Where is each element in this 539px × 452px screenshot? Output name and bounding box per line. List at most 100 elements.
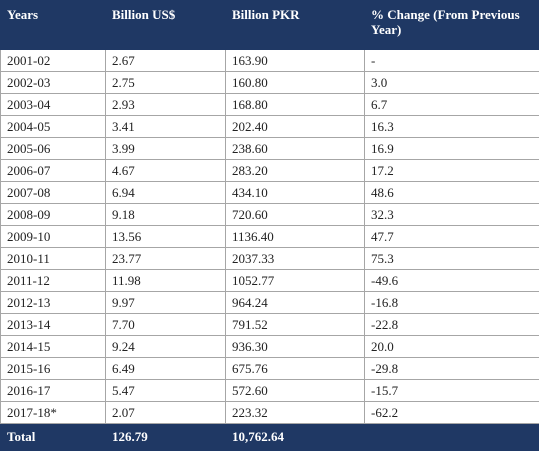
table-cell: 3.0 [364,71,539,94]
table-cell: 223.32 [225,401,365,424]
table-row: 2006-07 4.67 283.20 17.2 [0,159,539,182]
table-cell: 720.60 [225,203,365,226]
table-cell: 11.98 [105,269,226,292]
table-row: 2013-14 7.70 791.52 -22.8 [0,313,539,336]
table-cell: 572.60 [225,379,365,402]
table-cell: 48.6 [364,181,539,204]
table-footer: Total 126.79 10,762.64 [0,423,539,451]
table-cell: 2014-15 [0,335,106,358]
header-cell: Billion PKR [225,0,365,50]
table-body: 2001-02 2.67 163.90-2002-03 2.75 160.80 3.0 20… [0,49,539,424]
header-row: Years Billion US$ Billion PKR % Change (… [0,0,539,50]
table-cell: 2037.33 [225,247,365,270]
table-cell: 1052.77 [225,269,365,292]
table-cell: 2012-13 [0,291,106,314]
table-cell: -16.8 [364,291,539,314]
table-cell: 3.41 [105,115,226,138]
table-cell: 2002-03 [0,71,106,94]
table-cell: 2011-12 [0,269,106,292]
total-cell: Total [0,423,106,451]
table-row: 2007-08 6.94 434.10 48.6 [0,181,539,204]
table-cell: 936.30 [225,335,365,358]
table-cell: 20.0 [364,335,539,358]
table-cell: 9.97 [105,291,226,314]
total-cell [364,423,539,451]
table-cell: 16.9 [364,137,539,160]
table-cell: 1136.40 [225,225,365,248]
table-cell: 75.3 [364,247,539,270]
table-cell: 675.76 [225,357,365,380]
table-cell: -29.8 [364,357,539,380]
table-cell: 2005-06 [0,137,106,160]
table-cell: 202.40 [225,115,365,138]
header-cell: Billion US$ [105,0,226,50]
table-cell: 2009-10 [0,225,106,248]
table-cell: 9.24 [105,335,226,358]
table-cell: 7.70 [105,313,226,336]
table-cell: 2010-11 [0,247,106,270]
table-cell: 2001-02 [0,49,106,72]
table-cell: 6.7 [364,93,539,116]
table-row: 2017-18* 2.07 223.32 -62.2 [0,401,539,424]
table-cell: -22.8 [364,313,539,336]
table-cell: 2006-07 [0,159,106,182]
table-cell: 2008-09 [0,203,106,226]
table-header: Years Billion US$ Billion PKR % Change (… [0,0,539,50]
table-cell: 434.10 [225,181,365,204]
table-row: 2010-11 23.77 2037.33 75.3 [0,247,539,270]
header-cell: % Change (From Previous Year) [364,0,539,50]
table-row: 2003-04 2.93 168.80 6.7 [0,93,539,116]
table-cell: 23.77 [105,247,226,270]
table-row: 2002-03 2.75 160.80 3.0 [0,71,539,94]
table-cell: 2017-18* [0,401,106,424]
table-cell: 283.20 [225,159,365,182]
table-row: 2004-05 3.41 202.40 16.3 [0,115,539,138]
table-row: 2016-17 5.47 572.60 -15.7 [0,379,539,402]
table-cell: 2013-14 [0,313,106,336]
table-cell: 3.99 [105,137,226,160]
table-cell: 2007-08 [0,181,106,204]
table-cell: 17.2 [364,159,539,182]
table-cell: -49.6 [364,269,539,292]
table-cell: 2004-05 [0,115,106,138]
table-cell: 160.80 [225,71,365,94]
table-cell: 2.75 [105,71,226,94]
table-cell: 13.56 [105,225,226,248]
table-row: 2009-10 13.56 1136.40 47.7 [0,225,539,248]
total-cell: 10,762.64 [225,423,365,451]
table-cell: 2015-16 [0,357,106,380]
table-cell: 2003-04 [0,93,106,116]
table-cell: 964.24 [225,291,365,314]
table-cell: 2016-17 [0,379,106,402]
table-row: 2012-13 9.97 964.24 -16.8 [0,291,539,314]
table-cell: 163.90 [225,49,365,72]
table-cell: 2.93 [105,93,226,116]
table-cell: 32.3 [364,203,539,226]
table-cell: 9.18 [105,203,226,226]
table-cell: - [364,49,539,72]
total-row: Total 126.79 10,762.64 [0,423,539,451]
table-cell: 47.7 [364,225,539,248]
table-cell: -15.7 [364,379,539,402]
table-row: 2005-06 3.99 238.60 16.9 [0,137,539,160]
table-row: 2014-15 9.24 936.30 20.0 [0,335,539,358]
table-cell: 238.60 [225,137,365,160]
table-cell: 4.67 [105,159,226,182]
table-row: 2008-09 9.18 720.60 32.3 [0,203,539,226]
header-cell: Years [0,0,106,50]
table-cell: 791.52 [225,313,365,336]
table-cell: 2.67 [105,49,226,72]
table-row: 2015-16 6.49 675.76 -29.8 [0,357,539,380]
table-cell: 168.80 [225,93,365,116]
table-cell: 2.07 [105,401,226,424]
total-cell: 126.79 [105,423,226,451]
table-cell: 6.49 [105,357,226,380]
table-cell: -62.2 [364,401,539,424]
table-cell: 5.47 [105,379,226,402]
table-row: 2011-12 11.98 1052.77 -49.6 [0,269,539,292]
table-cell: 6.94 [105,181,226,204]
table-cell: 16.3 [364,115,539,138]
table-row: 2001-02 2.67 163.90- [0,49,539,72]
